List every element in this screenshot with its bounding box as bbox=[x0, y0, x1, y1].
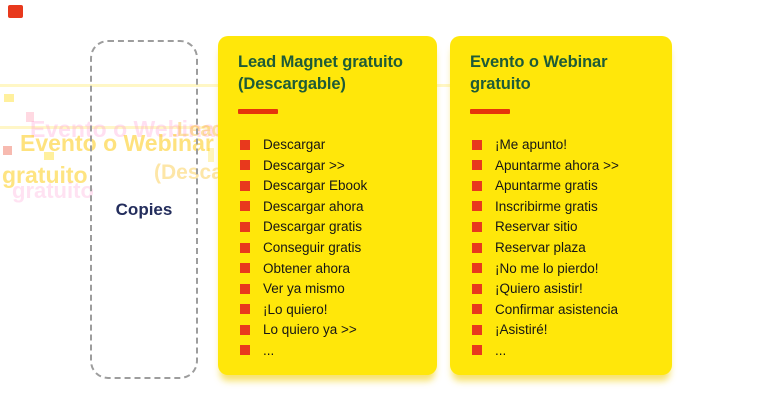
card-lead-magnet: Lead Magnet gratuito (Descargable) Desca… bbox=[218, 36, 437, 375]
copy-text: Inscribirme gratis bbox=[495, 198, 598, 214]
copy-list-item: Descargar gratis bbox=[238, 219, 417, 235]
bullet-square-icon bbox=[240, 160, 250, 171]
bullet-square-icon bbox=[472, 324, 482, 335]
copy-list-item: Descargar bbox=[238, 137, 417, 153]
copy-text: ... bbox=[495, 342, 507, 358]
copy-text: ... bbox=[263, 342, 275, 358]
copy-list-item: Conseguir gratis bbox=[238, 240, 417, 256]
bullet-square-icon bbox=[240, 304, 250, 315]
fleck-artifact bbox=[4, 94, 14, 102]
bullet-square-icon bbox=[472, 283, 482, 294]
bullet-square-icon bbox=[472, 180, 482, 191]
bullet-square-icon bbox=[472, 221, 482, 232]
copy-list-item: Lo quiero ya >> bbox=[238, 322, 417, 338]
copy-list-item: ... bbox=[470, 342, 652, 358]
card-evento-webinar: Evento o Webinar gratuito ¡Me apunto! Ap… bbox=[450, 36, 672, 375]
fleck-artifact bbox=[44, 152, 54, 160]
copy-list: ¡Me apunto! Apuntarme ahora >> Apuntarme… bbox=[470, 137, 652, 359]
copy-text: Apuntarme ahora >> bbox=[495, 157, 619, 173]
copy-list-item: ¡No me lo pierdo! bbox=[470, 260, 652, 276]
copy-text: Descargar ahora bbox=[263, 198, 364, 214]
copy-list-item: Descargar >> bbox=[238, 157, 417, 173]
bullet-square-icon bbox=[472, 263, 482, 274]
copy-list-item: Reservar sitio bbox=[470, 219, 652, 235]
bullet-square-icon bbox=[472, 201, 482, 212]
copy-list-item: ¡Lo quiero! bbox=[238, 301, 417, 317]
card-title: Evento o Webinar gratuito bbox=[470, 53, 608, 93]
copy-text: ¡Quiero asistir! bbox=[495, 281, 583, 297]
fleck-artifact bbox=[26, 112, 34, 122]
bullet-square-icon bbox=[472, 304, 482, 315]
copy-text: Descargar >> bbox=[263, 157, 345, 173]
ghost-text: gratuito bbox=[2, 162, 88, 188]
copy-text: Ver ya mismo bbox=[263, 281, 345, 297]
copy-text: ¡Me apunto! bbox=[495, 137, 568, 153]
copy-text: ¡Asistiré! bbox=[495, 322, 548, 338]
copy-list-item: Descargar Ebook bbox=[238, 178, 417, 194]
bullet-square-icon bbox=[472, 345, 482, 356]
bullet-square-icon bbox=[472, 242, 482, 253]
copies-box: Copies bbox=[90, 40, 198, 379]
copy-text: Descargar Ebook bbox=[263, 178, 368, 194]
bullet-square-icon bbox=[240, 345, 250, 356]
copy-text: Descargar gratis bbox=[263, 219, 363, 235]
copy-list-item: Apuntarme gratis bbox=[470, 178, 652, 194]
bullet-square-icon bbox=[240, 324, 250, 335]
copy-list-item: Inscribirme gratis bbox=[470, 198, 652, 214]
copy-list: Descargar Descargar >> Descargar Ebook D… bbox=[238, 137, 417, 359]
copy-text: ¡No me lo pierdo! bbox=[495, 260, 599, 276]
copy-list-item: ¡Me apunto! bbox=[470, 137, 652, 153]
copy-text: Confirmar asistencia bbox=[495, 301, 619, 317]
bullet-square-icon bbox=[240, 180, 250, 191]
copy-list-item: Ver ya mismo bbox=[238, 281, 417, 297]
copy-text: Apuntarme gratis bbox=[495, 178, 598, 194]
bullet-square-icon bbox=[240, 283, 250, 294]
copy-list-item: Apuntarme ahora >> bbox=[470, 157, 652, 173]
ghost-text: gratuito bbox=[12, 178, 94, 203]
copy-text: Descargar bbox=[263, 137, 326, 153]
fleck-artifact bbox=[3, 146, 12, 155]
copy-list-item: ... bbox=[238, 342, 417, 358]
bullet-square-icon bbox=[240, 221, 250, 232]
copy-text: Conseguir gratis bbox=[263, 240, 362, 255]
streak-artifact bbox=[0, 126, 212, 129]
bullet-square-icon bbox=[240, 201, 250, 212]
copy-list-item: Reservar plaza bbox=[470, 240, 652, 256]
bullet-square-icon bbox=[240, 242, 250, 253]
card-title: Lead Magnet gratuito (Descargable) bbox=[238, 53, 403, 93]
copy-text: Reservar plaza bbox=[495, 240, 586, 255]
copy-list-item: Obtener ahora bbox=[238, 260, 417, 276]
copy-list-item: Descargar ahora bbox=[238, 198, 417, 214]
bullet-square-icon bbox=[240, 263, 250, 274]
bullet-square-icon bbox=[472, 160, 482, 171]
bullet-square-icon bbox=[472, 139, 482, 150]
fleck-artifact bbox=[208, 148, 214, 162]
red-square-artifact bbox=[8, 5, 23, 18]
copies-label: Copies bbox=[115, 199, 173, 219]
copy-text: Lo quiero ya >> bbox=[263, 322, 357, 338]
copy-list-item: Confirmar asistencia bbox=[470, 301, 652, 317]
red-divider bbox=[470, 108, 510, 114]
copy-text: Reservar sitio bbox=[495, 219, 578, 235]
copy-list-item: ¡Quiero asistir! bbox=[470, 281, 652, 297]
copy-text: Obtener ahora bbox=[263, 260, 351, 276]
red-divider bbox=[238, 108, 278, 114]
copy-list-item: ¡Asistiré! bbox=[470, 322, 652, 338]
bullet-square-icon bbox=[240, 139, 250, 150]
copy-text: ¡Lo quiero! bbox=[263, 301, 328, 317]
